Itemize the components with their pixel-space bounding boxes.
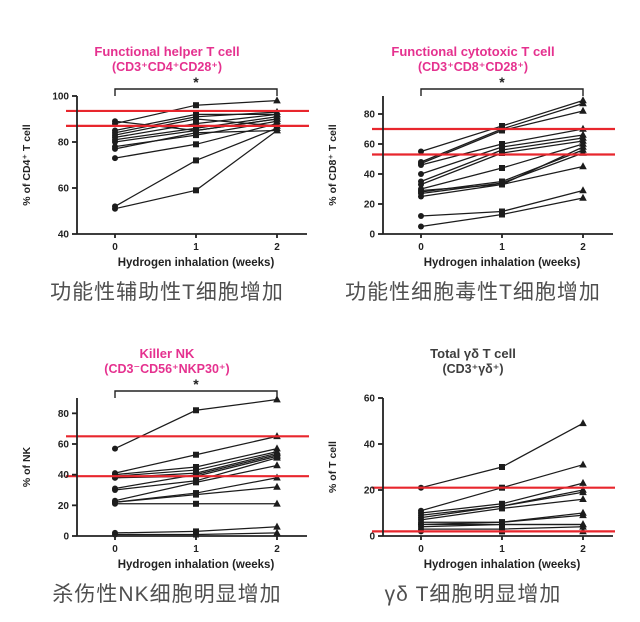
axes <box>378 96 613 239</box>
tick-labels: 40 60 80 100 0 1 2 <box>52 92 280 254</box>
axes <box>378 397 613 541</box>
significance-asterisk: * <box>193 378 199 392</box>
reference-lines <box>66 109 309 128</box>
svg-text:2: 2 <box>580 544 586 555</box>
x-axis-label: Hydrogen inhalation (weeks) <box>118 257 275 269</box>
panel-caption: γδ T细胞明显增加 <box>384 583 562 607</box>
svg-text:2: 2 <box>580 242 586 253</box>
svg-text:1: 1 <box>193 544 199 555</box>
svg-text:40: 40 <box>58 470 70 481</box>
svg-text:20: 20 <box>58 501 70 512</box>
svg-text:0: 0 <box>63 532 69 543</box>
panel-title: Total γδ T cell (CD3⁺γδ⁺) <box>430 346 516 377</box>
panel-cytotoxic-t-cell: Functional cytotoxic T cell (CD3⁺CD8⁺CD2… <box>323 44 623 306</box>
panel-title-line2: (CD3⁺CD8⁺CD28⁺) <box>417 59 529 74</box>
panel-title-line2: (CD3⁺CD4⁺CD28⁺) <box>111 59 223 74</box>
significance-asterisk: * <box>499 76 505 90</box>
panel-caption: 功能性细胞毒性T细胞增加 <box>345 281 601 305</box>
panel-title-line1: Total γδ T cell <box>430 346 516 362</box>
significance-bracket <box>114 88 278 97</box>
panel-caption: 杀伤性NK细胞明显增加 <box>52 583 282 607</box>
tick-labels: 0 20 40 60 0 1 2 <box>364 394 586 556</box>
svg-text:0: 0 <box>369 532 375 543</box>
svg-text:60: 60 <box>364 394 376 405</box>
x-axis-label: Hydrogen inhalation (weeks) <box>424 559 581 571</box>
svg-text:60: 60 <box>58 184 70 195</box>
svg-text:0: 0 <box>418 242 424 253</box>
significance-bracket <box>420 88 584 97</box>
data-markers <box>112 395 281 538</box>
svg-text:1: 1 <box>499 242 505 253</box>
x-axis-label: Hydrogen inhalation (weeks) <box>118 559 275 571</box>
panel-caption: 功能性辅助性T细胞增加 <box>50 281 284 305</box>
svg-text:1: 1 <box>499 544 505 555</box>
y-axis-label: % of CD8⁺ T cell <box>327 124 339 205</box>
data-series-lines <box>420 422 584 533</box>
panel-title-line2: (CD3⁻CD56⁺NKP30⁺) <box>104 361 230 376</box>
reference-lines <box>372 486 615 533</box>
svg-text:0: 0 <box>112 242 118 253</box>
svg-text:100: 100 <box>52 92 69 103</box>
significance-bracket <box>114 390 278 399</box>
y-axis-label: % of CD4⁺ T cell <box>21 124 33 205</box>
svg-text:20: 20 <box>364 200 376 211</box>
panel-title-line1: Functional helper T cell <box>94 44 240 59</box>
panel-title-line1: Functional cytotoxic T cell <box>391 44 555 59</box>
panel-title-line1: Killer NK <box>139 346 195 362</box>
x-axis-label: Hydrogen inhalation (weeks) <box>424 257 581 269</box>
panel-killer-nk: Killer NK (CD3⁻CD56⁺NKP30⁺) 0 20 40 60 80 0 1 2… <box>17 346 317 608</box>
svg-text:80: 80 <box>58 138 70 149</box>
data-series-lines <box>420 100 584 228</box>
y-axis-label: % of NK <box>21 447 33 488</box>
tick-labels: 0 20 40 60 80 0 1 2 <box>58 409 280 555</box>
cytotoxic-t-line-chart: 0 20 40 60 80 0 1 2 % of CD8⁺ T cell Hydrogen inh… <box>327 76 615 269</box>
reference-lines <box>372 128 615 156</box>
panel-title-line2: (CD3⁺γδ⁺) <box>442 361 504 376</box>
svg-text:40: 40 <box>364 170 376 181</box>
significance-asterisk: * <box>193 76 199 90</box>
tick-labels: 0 20 40 60 80 0 1 2 <box>364 110 586 254</box>
svg-text:0: 0 <box>418 544 424 555</box>
svg-text:1: 1 <box>193 242 199 253</box>
svg-text:0: 0 <box>112 544 118 555</box>
svg-text:0: 0 <box>369 230 375 241</box>
panel-title: Functional cytotoxic T cell (CD3⁺CD8⁺CD2… <box>391 44 554 75</box>
data-markers <box>418 419 587 535</box>
svg-text:60: 60 <box>364 140 376 151</box>
figure: Functional helper T cell (CD3⁺CD4⁺CD28⁺)… <box>17 44 623 608</box>
svg-text:20: 20 <box>364 486 376 497</box>
svg-text:80: 80 <box>364 110 376 121</box>
data-markers <box>112 96 281 212</box>
panel-gamma-delta-t-cell: Total γδ T cell (CD3⁺γδ⁺) 0 20 40 60 0 1 2 % of… <box>323 346 623 608</box>
reference-lines <box>66 435 309 478</box>
svg-text:60: 60 <box>58 440 70 451</box>
panel-helper-t-cell: Functional helper T cell (CD3⁺CD4⁺CD28⁺)… <box>17 44 317 306</box>
axes <box>72 398 307 541</box>
svg-text:2: 2 <box>274 242 280 253</box>
svg-text:2: 2 <box>274 544 280 555</box>
svg-text:80: 80 <box>58 409 70 420</box>
killer-nk-line-chart: 0 20 40 60 80 0 1 2 % of NK Hydrogen inhalation (… <box>21 378 309 571</box>
gamma-delta-t-line-chart: 0 20 40 60 0 1 2 % of T cell Hydrogen inhalation… <box>327 394 615 571</box>
panel-title: Functional helper T cell (CD3⁺CD4⁺CD28⁺) <box>94 44 239 75</box>
svg-text:40: 40 <box>58 230 70 241</box>
y-axis-label: % of T cell <box>327 441 339 493</box>
axes <box>72 95 307 239</box>
svg-text:40: 40 <box>364 440 376 451</box>
helper-t-line-chart: 40 60 80 100 0 1 2 % of CD4⁺ T cell Hydrogen inh… <box>21 76 309 269</box>
panel-title: Killer NK (CD3⁻CD56⁺NKP30⁺) <box>104 346 229 377</box>
